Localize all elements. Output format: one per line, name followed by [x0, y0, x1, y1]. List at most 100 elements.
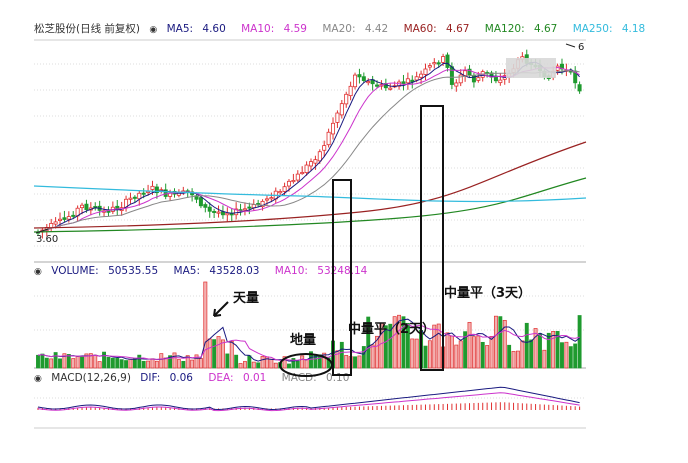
candle-body	[357, 74, 362, 78]
annotation-zhong-liang-ping-2: 中量平（2天）	[348, 321, 435, 337]
volume-bar	[516, 350, 520, 369]
volume-ma-line	[37, 318, 580, 362]
volume-bar	[427, 340, 432, 369]
ma-line	[37, 66, 580, 233]
volume-bar	[44, 357, 49, 369]
candle-body	[458, 74, 463, 84]
volume-bar	[577, 315, 582, 369]
volume-bar	[194, 354, 199, 369]
dropdown-icon[interactable]: ◉	[34, 267, 42, 277]
volume-bar	[163, 357, 168, 369]
volume-bar	[102, 351, 106, 369]
candle-body	[476, 77, 481, 81]
candle-body	[313, 159, 318, 164]
volume-bar	[335, 350, 340, 369]
grid	[34, 39, 586, 429]
volume-bar	[388, 323, 393, 369]
candle-body	[361, 76, 366, 81]
volume-bar	[251, 361, 256, 369]
candle-body	[339, 103, 344, 116]
volume-bar	[212, 339, 217, 369]
annotation-di-liang: 地量	[290, 332, 316, 348]
candle-body	[150, 185, 155, 190]
volume-bar	[463, 331, 468, 369]
volume-bar	[88, 353, 93, 369]
candle-body	[559, 63, 564, 70]
volume-bar	[229, 340, 234, 369]
candle-body	[242, 208, 247, 211]
candle-body	[388, 87, 393, 90]
volume-bar	[410, 338, 415, 369]
ma120-line	[33, 177, 587, 233]
volume-bar	[93, 354, 98, 369]
dropdown-icon[interactable]: ◉	[34, 374, 42, 384]
macd-legend: ◉ MACD(12,26,9) DIF: 0.06 DEA: 0.01 MACD…	[34, 371, 361, 386]
volume-bar	[269, 358, 274, 369]
volume-bar	[564, 341, 569, 369]
volume-bar	[53, 352, 58, 369]
ma250-line	[33, 185, 587, 203]
candle-body	[66, 216, 71, 220]
volume-bar	[168, 355, 173, 369]
volume-ma5-legend: MA5: 43528.03	[173, 265, 260, 277]
volume-bar	[190, 359, 195, 369]
volume-bar	[220, 339, 225, 369]
volume-bar	[291, 358, 296, 369]
candle-body	[207, 206, 212, 212]
volume-bar	[476, 335, 481, 369]
candle-body	[493, 76, 498, 82]
candle-body	[423, 68, 428, 75]
volume-bar	[555, 330, 560, 369]
volume-bar	[511, 351, 516, 369]
candle-body	[260, 200, 265, 208]
candle-body	[348, 85, 353, 97]
candle-body	[234, 208, 239, 216]
candle-body	[278, 191, 283, 194]
volume-bar	[533, 328, 538, 369]
annotation-tian-liang: 天量	[233, 291, 259, 306]
candle-body	[344, 93, 349, 105]
volume-bar	[414, 338, 419, 369]
volume-bar	[489, 336, 494, 369]
volume-bar	[128, 358, 133, 369]
candle-body	[282, 186, 287, 192]
volume-bar	[273, 362, 278, 369]
candle-body	[432, 62, 437, 65]
candle-body	[331, 122, 336, 135]
volume-bar	[80, 356, 84, 369]
highlight-box-3day	[420, 105, 444, 371]
candle-body	[322, 145, 327, 151]
volume-bar	[546, 332, 551, 369]
dropdown-icon[interactable]: ◉	[149, 25, 158, 35]
volume-bar	[256, 362, 261, 369]
candle-body	[441, 56, 446, 63]
volume-bar	[243, 361, 247, 369]
candle-body	[445, 54, 450, 68]
candle-body	[216, 211, 221, 214]
candle-body	[141, 192, 146, 195]
volume-bar	[370, 344, 375, 369]
low-price-pointer	[35, 228, 49, 234]
candle-body	[353, 74, 358, 88]
volume-bar	[529, 339, 534, 369]
volume-bar	[172, 352, 177, 369]
ma20-legend: MA20: 4.42	[322, 23, 389, 35]
candle-body	[212, 210, 217, 213]
candle-body	[449, 66, 454, 85]
volume-bar	[300, 355, 305, 369]
candle-body	[132, 196, 137, 199]
volume-bar	[234, 354, 239, 369]
volume-bar	[247, 355, 252, 369]
volume-bar	[203, 281, 208, 369]
volume-bar	[507, 344, 512, 369]
volume-bar	[141, 360, 146, 369]
volume-bar	[119, 359, 124, 369]
volume-bar	[62, 353, 67, 369]
candle-body	[366, 81, 371, 84]
volume-bar	[146, 360, 151, 369]
candle-body	[286, 180, 291, 187]
volume-bar	[502, 319, 507, 369]
candle-body	[291, 180, 296, 183]
candle-body	[577, 84, 582, 92]
dif-legend: DIF: 0.06	[140, 372, 193, 384]
